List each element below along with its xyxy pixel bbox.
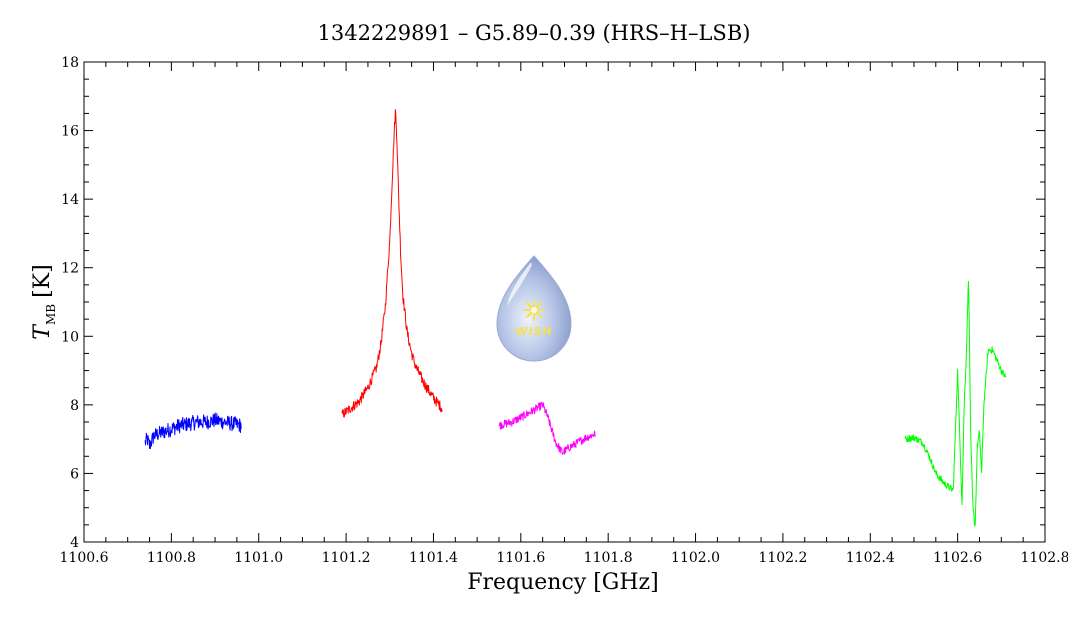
drop-highlight-icon xyxy=(507,262,532,306)
spectrum-series-0 xyxy=(144,412,242,450)
x-tick-labels: 1100.6 1100.8 1101.0 1101.2 1101.4 1101.6 1101… xyxy=(60,550,1068,566)
spectrum-series-2 xyxy=(498,401,596,455)
y-axis-label: TMB [K] xyxy=(30,264,58,339)
x-tick-label: 1101.8 xyxy=(584,550,633,566)
x-tick-label: 1102.4 xyxy=(846,550,895,566)
y-tick-labels: 4 6 8 10 12 14 16 18 xyxy=(61,55,79,551)
x-tick-label: 1101.0 xyxy=(234,550,283,566)
spectrum-series-1 xyxy=(341,109,443,418)
x-tick-label: 1102.8 xyxy=(1021,550,1068,566)
y-tick-label: 14 xyxy=(61,192,79,208)
spectrum-series-3 xyxy=(904,280,1007,527)
x-tick-label: 1100.8 xyxy=(147,550,196,566)
x-tick-label: 1102.6 xyxy=(933,550,982,566)
x-tick-label: 1101.4 xyxy=(409,550,458,566)
y-tick-label: 18 xyxy=(61,55,79,71)
x-tick-label: 1102.2 xyxy=(758,550,807,566)
y-axis-unit: [K] xyxy=(30,264,55,298)
x-tick-label: 1100.6 xyxy=(60,550,109,566)
x-tick-label: 1101.6 xyxy=(496,550,545,566)
x-tick-label: 1101.2 xyxy=(322,550,371,566)
y-tick-label: 8 xyxy=(70,398,79,414)
y-axis-subscript: MB xyxy=(44,304,58,325)
y-tick-label: 4 xyxy=(70,535,79,551)
chart-title: 1342229891 – G5.89–0.39 (HRS–H–LSB) xyxy=(318,21,751,45)
y-tick-label: 6 xyxy=(70,466,79,482)
logo-text: WISH xyxy=(515,325,552,338)
wish-logo: WISH xyxy=(496,255,572,362)
y-axis-symbol: T xyxy=(30,323,55,340)
x-tick-label: 1102.0 xyxy=(671,550,720,566)
x-axis-label: Frequency [GHz] xyxy=(467,570,659,595)
axis-ticks xyxy=(83,61,1046,543)
series-layer xyxy=(144,109,1007,527)
y-tick-label: 16 xyxy=(61,124,79,140)
y-tick-label: 12 xyxy=(61,261,79,277)
y-tick-label: 10 xyxy=(61,329,79,345)
